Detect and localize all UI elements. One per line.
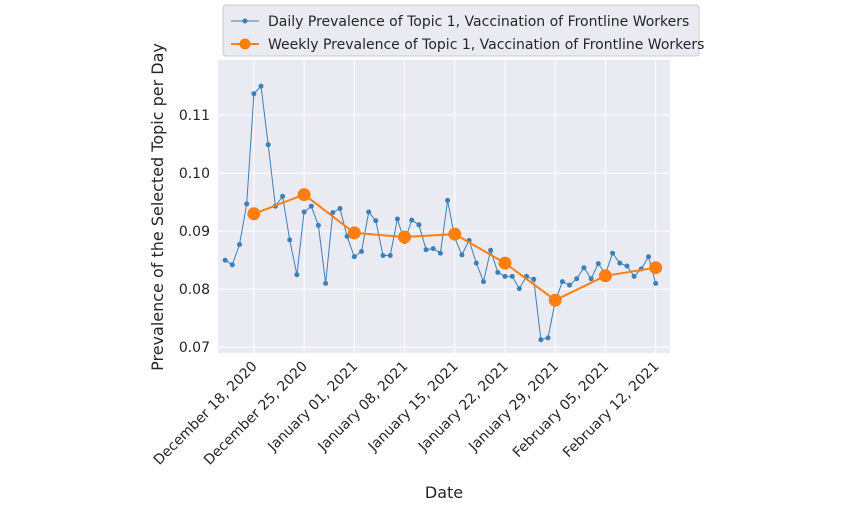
weekly-point <box>649 261 663 275</box>
legend-weekly-marker <box>239 38 251 50</box>
daily-point <box>488 247 494 253</box>
daily-point <box>301 209 307 215</box>
y-tick-label: 0.08 <box>179 282 210 298</box>
daily-point <box>559 279 565 285</box>
daily-point <box>229 262 235 268</box>
x-tick-label: January 22, 2021 <box>415 359 512 456</box>
daily-point <box>416 222 422 228</box>
daily-point <box>380 253 386 258</box>
legend-daily-marker <box>242 18 248 24</box>
y-tick-labels: 0.07 0.08 0.09 0.10 0.11 <box>179 108 210 356</box>
weekly-point <box>448 227 462 241</box>
legend-daily-label: Daily Prevalence of Topic 1, Vaccination… <box>268 14 689 30</box>
y-tick-label: 0.09 <box>179 224 210 240</box>
daily-point <box>330 210 336 216</box>
daily-point <box>653 280 659 286</box>
y-tick-label: 0.11 <box>179 108 210 124</box>
daily-point <box>423 247 429 253</box>
daily-point <box>588 276 594 282</box>
daily-point <box>502 273 508 279</box>
daily-point <box>473 260 479 266</box>
x-tick-label: February 05, 2021 <box>510 359 612 461</box>
x-tick-label: January 08, 2021 <box>315 359 412 456</box>
legend: Daily Prevalence of Topic 1, Vaccination… <box>222 4 704 57</box>
daily-point <box>359 249 364 254</box>
daily-point <box>315 222 321 228</box>
daily-point <box>595 261 601 267</box>
daily-point <box>294 272 300 278</box>
weekly-point <box>247 207 261 221</box>
x-tick-label: January 15, 2021 <box>365 359 462 456</box>
daily-point <box>495 269 501 275</box>
daily-point <box>409 217 415 223</box>
daily-point <box>394 216 400 222</box>
legend-box <box>222 4 700 57</box>
daily-point <box>280 193 286 199</box>
daily-point <box>366 209 372 215</box>
weekly-point <box>598 269 612 283</box>
daily-point <box>337 206 343 211</box>
legend-weekly-label: Weekly Prevalence of Topic 1, Vaccinatio… <box>268 37 704 53</box>
daily-point <box>373 218 379 224</box>
weekly-point <box>347 226 361 240</box>
daily-point <box>459 252 465 258</box>
daily-point <box>237 242 242 247</box>
daily-point <box>631 273 637 279</box>
daily-point <box>323 280 329 286</box>
weekly-point <box>398 230 411 244</box>
daily-point <box>610 250 616 256</box>
daily-point <box>516 286 522 292</box>
weekly-series <box>247 188 663 307</box>
daily-point <box>646 254 651 260</box>
daily-point <box>430 246 436 252</box>
daily-point <box>445 197 451 203</box>
daily-point <box>308 203 314 209</box>
daily-point <box>624 263 630 269</box>
daily-point <box>251 91 257 97</box>
daily-point <box>258 83 264 89</box>
daily-point <box>574 276 580 282</box>
daily-point <box>531 276 537 282</box>
grid <box>218 60 670 353</box>
daily-point <box>581 265 587 271</box>
x-tick-label: February 12, 2021 <box>560 359 662 461</box>
weekly-point <box>297 188 311 202</box>
daily-point <box>222 257 228 263</box>
daily-point <box>437 250 443 256</box>
daily-point <box>244 201 250 207</box>
daily-point <box>545 335 551 341</box>
daily-point <box>287 237 293 243</box>
daily-point <box>387 253 393 258</box>
daily-point <box>617 260 623 266</box>
y-tick-label: 0.07 <box>179 340 210 356</box>
daily-point <box>567 282 573 288</box>
daily-point <box>481 279 486 285</box>
x-tick-label: January 29, 2021 <box>465 359 562 456</box>
weekly-point <box>548 293 562 307</box>
daily-point <box>538 337 544 343</box>
weekly-point <box>498 256 512 270</box>
plot-background <box>218 60 670 353</box>
x-axis-label: Date <box>425 483 463 502</box>
x-tick-label: January 01, 2021 <box>264 359 361 456</box>
daily-point <box>509 273 515 279</box>
daily-point <box>265 142 271 148</box>
y-tick-label: 0.10 <box>179 166 210 182</box>
y-axis-label: Prevalence of the Selected Topic per Day <box>148 43 167 371</box>
daily-point <box>351 254 357 260</box>
